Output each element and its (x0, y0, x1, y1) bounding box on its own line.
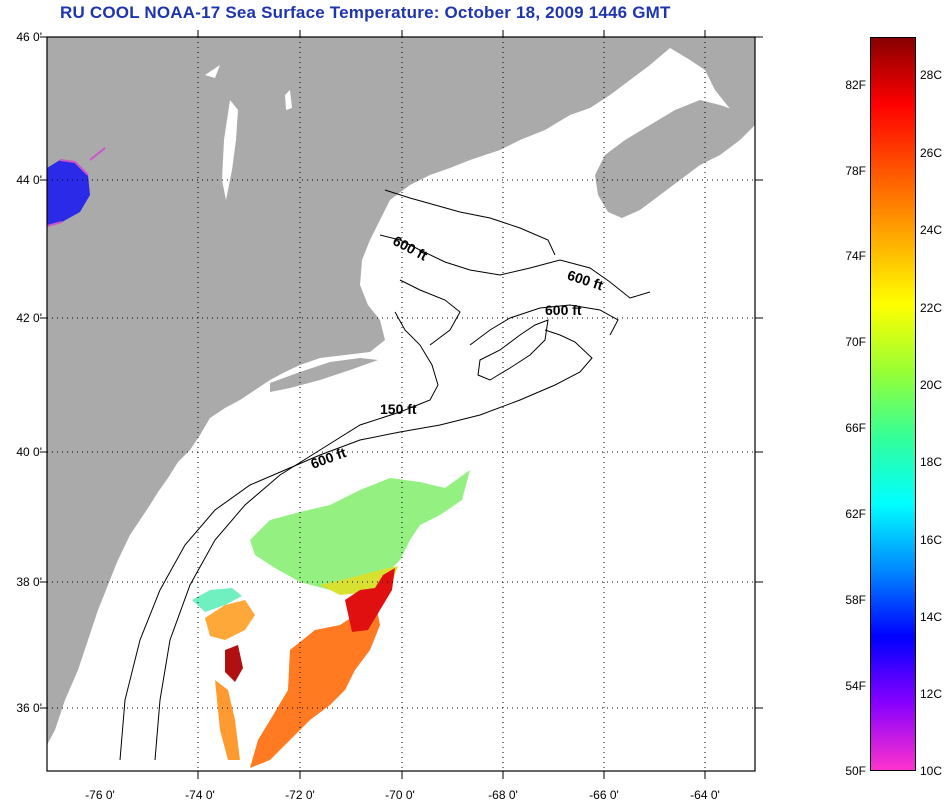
lat-label-44: 44 0' (16, 173, 42, 187)
contour-shelf-detail (477, 319, 549, 381)
colorbar-label-f: 70F (845, 335, 866, 349)
contour-label: 150 ft (380, 401, 417, 417)
colorbar-label-f: 62F (845, 507, 866, 521)
colorbar-label-c: 22C (920, 301, 943, 315)
lon-label-68: -68 0' (488, 788, 518, 802)
graticule (47, 37, 755, 771)
colorbar-label-c: 16C (920, 533, 943, 547)
lon-label-72: -72 0' (285, 788, 315, 802)
sst-orange-patch-west (205, 600, 255, 640)
land-nova-scotia (595, 100, 755, 218)
colorbar-label-f: 50F (845, 764, 866, 778)
contour-georges-bank (469, 304, 619, 346)
sst-orange-patch-south (250, 600, 380, 768)
sst-orange-streak (215, 680, 240, 760)
contour-150ft (154, 311, 439, 761)
colorbar-label-c: 26C (920, 146, 943, 160)
lat-label-46: 46 0' (16, 30, 42, 44)
lon-label-66: -66 0' (589, 788, 619, 802)
colorbar-label-f: 78F (845, 164, 866, 178)
land-long-island (270, 358, 378, 392)
sst-data-patches (192, 470, 470, 768)
lon-label-70: -70 0' (385, 788, 415, 802)
colorbar-label-f: 58F (845, 593, 866, 607)
lat-label-36: 36 0' (16, 701, 42, 715)
lake-small-2 (285, 90, 292, 110)
contour-coastal (384, 189, 556, 346)
colorbar-label-c: 14C (920, 610, 943, 624)
contour-600ft-outer (119, 329, 593, 761)
colorbar-label-c: 10C (920, 764, 943, 778)
lake-champlain (222, 100, 238, 200)
contour-label: 600 ft (545, 302, 582, 318)
depth-contours (119, 189, 651, 761)
colorbar-label-f: 66F (845, 421, 866, 435)
sst-darkred-patch (225, 645, 243, 682)
lat-label-38: 38 0' (16, 575, 42, 589)
delaware-bay (140, 508, 155, 535)
lon-label-76: -76 0' (85, 788, 115, 802)
chesapeake-bay (95, 560, 118, 665)
colorbar-label-c: 18C (920, 455, 943, 469)
sst-cyan-patch (192, 588, 242, 612)
contour-gulf-maine (379, 234, 651, 299)
lake-ontario-sst (47, 160, 90, 226)
map-title: RU COOL NOAA-17 Sea Surface Temperature:… (60, 3, 671, 22)
lon-label-64: -64 0' (690, 788, 720, 802)
colorbar-label-f: 82F (845, 78, 866, 92)
sst-green-patch (250, 470, 470, 590)
sst-red-patch (345, 568, 395, 632)
lake-small-1 (205, 65, 220, 78)
temperature-colorbar (870, 37, 916, 771)
colorbar-label-c: 12C (920, 687, 943, 701)
lat-label-42: 42 0' (16, 311, 42, 325)
land-mainland (47, 37, 755, 745)
lake-ontario-edge (47, 147, 106, 227)
lat-label-40: 40 0' (16, 445, 42, 459)
colorbar-label-c: 24C (920, 223, 943, 237)
colorbar-label-f: 54F (845, 679, 866, 693)
colorbar-label-c: 28C (920, 68, 943, 82)
map-frame (46, 36, 756, 772)
axis-ticks (40, 30, 763, 779)
colorbar-label-f: 74F (845, 249, 866, 263)
colorbar-label-c: 20C (920, 378, 943, 392)
lon-label-74: -74 0' (185, 788, 215, 802)
